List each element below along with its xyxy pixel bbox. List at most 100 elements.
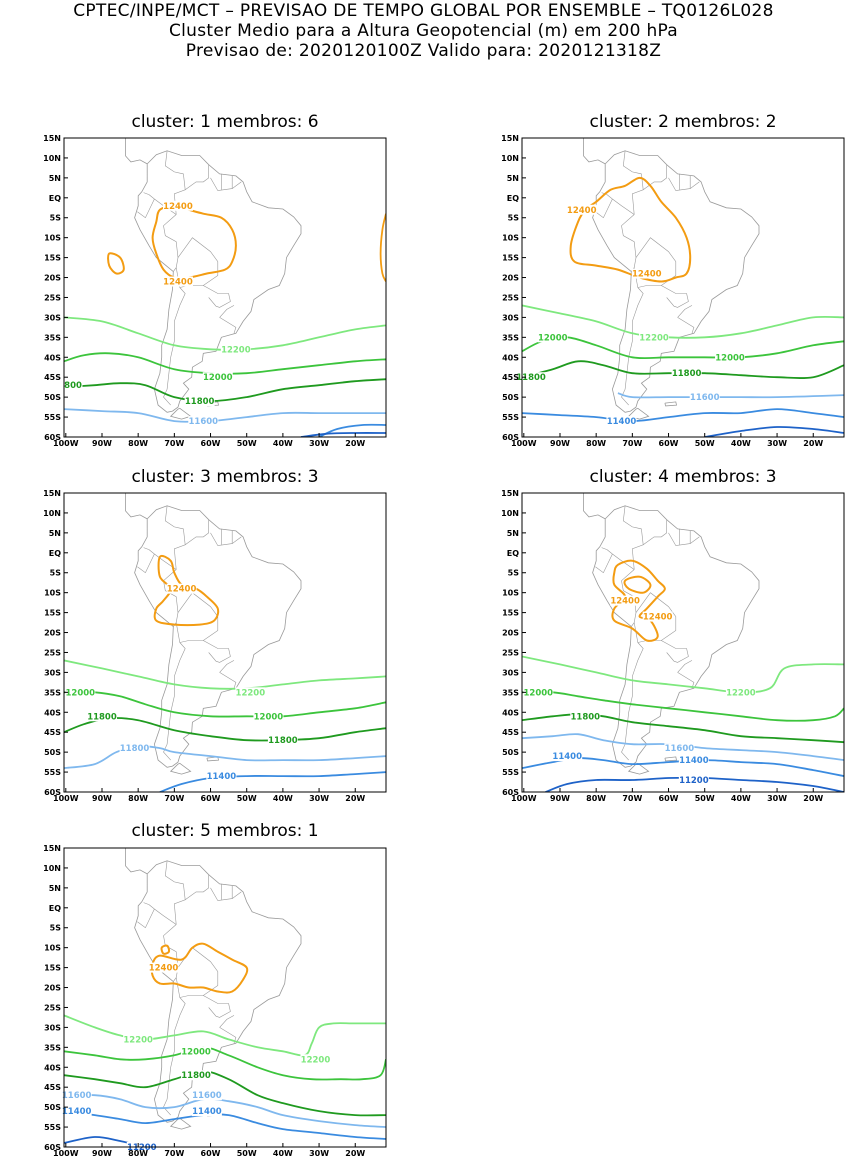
- contour-label: 12400: [163, 278, 193, 288]
- contour-label-bg: [188, 416, 219, 427]
- country-border: [677, 660, 693, 673]
- lat-tick-label: 10N: [501, 509, 519, 518]
- figure-title-line1: CPTEC/INPE/MCT – PREVISAO DE TEMPO GLOBA…: [73, 1, 774, 21]
- contour-label: 12400: [149, 964, 179, 974]
- contour-label-bg: [86, 711, 117, 722]
- plot-frame: [521, 137, 845, 438]
- lon-tick-label: 20W: [345, 439, 365, 448]
- contour-label: 12000: [523, 688, 553, 698]
- lat-tick-label: 60S: [502, 788, 519, 797]
- coastline-south-america: [592, 150, 760, 413]
- contour-line: [704, 426, 844, 437]
- contour-label-bg: [516, 372, 547, 383]
- contour-label: 12000: [65, 688, 95, 698]
- country-border: [219, 1015, 235, 1028]
- lon-tick-label: 70W: [164, 439, 184, 448]
- plot-frame: [63, 847, 387, 1148]
- contour-line: [64, 1110, 386, 1140]
- country-border: [622, 505, 644, 570]
- contour-label-bg: [162, 200, 193, 211]
- lat-tick-label: 40S: [44, 708, 61, 717]
- lat-tick-label: 55S: [44, 413, 61, 422]
- lat-tick-label: 50S: [502, 393, 519, 402]
- contour-label: 12400: [643, 613, 673, 623]
- contour-label: 12400: [610, 597, 640, 607]
- lat-tick-label: 25S: [502, 648, 519, 657]
- contour-line: [64, 691, 386, 718]
- country-border: [185, 164, 209, 191]
- panel-title: cluster: 1 membros: 6: [131, 112, 319, 132]
- contour-line: [617, 392, 844, 399]
- contour-label: 12200: [236, 688, 266, 698]
- contour-line: [64, 659, 386, 690]
- contour-label: 11200: [127, 1143, 157, 1153]
- lat-tick-label: 40S: [502, 708, 519, 717]
- lon-tick-label: 60W: [201, 794, 221, 803]
- contour-12400: [623, 575, 652, 594]
- lon-tick-label: 70W: [164, 1149, 184, 1157]
- contour-label-bg: [61, 1090, 92, 1101]
- contour-label: 11400: [679, 756, 709, 766]
- country-border: [219, 660, 235, 673]
- coastline-central-america: [124, 138, 148, 165]
- lat-tick-label: 45S: [44, 1083, 61, 1092]
- contour-label-bg: [119, 743, 150, 754]
- figure-title-line3: Previsao de: 2020120100Z Valido para: 20…: [185, 41, 662, 61]
- lon-tick-label: 100W: [53, 1149, 79, 1157]
- contour-label-bg: [65, 687, 96, 698]
- contour-label: 12400: [567, 206, 597, 216]
- lon-tick-label: 50W: [237, 794, 257, 803]
- country-border: [635, 237, 677, 288]
- contour-label-bg: [184, 396, 215, 407]
- country-border: [137, 198, 155, 219]
- contour-label-bg: [253, 711, 284, 722]
- lat-tick-label: 5S: [508, 214, 520, 223]
- lon-tick-label: 20W: [803, 439, 823, 448]
- lat-tick-label: 20S: [502, 629, 519, 638]
- country-border: [185, 519, 209, 546]
- lat-tick-label: 15S: [44, 254, 61, 263]
- country-border: [595, 198, 613, 219]
- contour-label-bg: [715, 352, 746, 363]
- coastline-central-america: [124, 848, 148, 875]
- lat-tick-label: 10S: [44, 944, 61, 953]
- contour-label-bg: [235, 687, 266, 698]
- lat-tick-label: 35S: [44, 1043, 61, 1052]
- contour-label-bg: [725, 687, 756, 698]
- contour-line: [318, 423, 386, 437]
- contour-label: 11600: [192, 1091, 222, 1101]
- coastline-central-america: [582, 493, 606, 520]
- lat-tick-label: 45S: [502, 728, 519, 737]
- lat-tick-label: 45S: [502, 373, 519, 382]
- contour-line: [64, 745, 386, 769]
- lat-tick-label: 15N: [501, 489, 519, 498]
- lat-tick-label: 25S: [44, 293, 61, 302]
- contour-line: [64, 352, 386, 375]
- contour-label-bg: [610, 595, 641, 606]
- contour-label: 11800: [185, 397, 215, 407]
- country-border: [143, 902, 150, 905]
- contour-12400: [569, 176, 692, 283]
- lon-tick-label: 30W: [767, 794, 787, 803]
- map-panel: 12400 12400 12200 12000 11800 800 11600 15N 10N 5…: [43, 134, 387, 448]
- lat-tick-label: 30S: [44, 1023, 61, 1032]
- lon-tick-label: 30W: [309, 1149, 329, 1157]
- lat-tick-label: EQ: [507, 549, 519, 558]
- country-border: [621, 642, 644, 761]
- country-border: [668, 177, 700, 191]
- contour-label: 11600: [62, 1091, 92, 1101]
- contour-line: [522, 691, 844, 722]
- lon-tick-label: 80W: [586, 439, 606, 448]
- lat-tick-label: 15N: [501, 134, 519, 143]
- plot-frame: [521, 492, 845, 793]
- lat-tick-label: 5N: [49, 884, 61, 893]
- country-border: [661, 285, 689, 308]
- lon-tick-label: 90W: [550, 794, 570, 803]
- lat-tick-label: 25S: [44, 648, 61, 657]
- contour-label-bg: [671, 368, 702, 379]
- lon-tick-label: 90W: [92, 794, 112, 803]
- contour-line: [379, 213, 386, 282]
- lon-tick-label: 70W: [622, 794, 642, 803]
- lon-tick-label: 80W: [128, 1149, 148, 1157]
